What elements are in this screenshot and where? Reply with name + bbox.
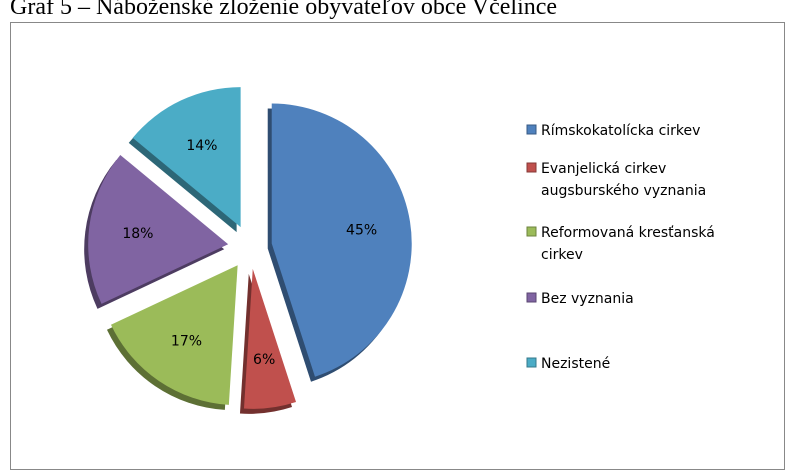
slice	[243, 268, 297, 409]
data-label: 14%	[186, 138, 217, 154]
legend-swatch	[526, 162, 537, 173]
legend-label: Bez vyznania	[541, 291, 634, 307]
data-label: 45%	[346, 222, 377, 238]
slice	[110, 265, 238, 405]
legend-swatch	[526, 292, 537, 303]
data-label: 6%	[253, 352, 275, 368]
legend-swatch	[526, 124, 537, 135]
legend-swatch	[526, 226, 537, 237]
data-label: 18%	[122, 226, 153, 242]
data-label: 17%	[171, 333, 202, 349]
legend-label: Evanjelická cirkev augsburského vyznania	[541, 161, 706, 199]
legend-label: Nezistené	[541, 356, 610, 372]
slice	[271, 103, 412, 377]
legend-label: Rímskokatolícka cirkev	[541, 123, 700, 139]
slice	[132, 87, 241, 228]
slice	[88, 155, 229, 304]
legend-swatch	[526, 357, 537, 368]
legend-label: Reformovaná kresťanská cirkev	[541, 225, 715, 263]
chart-title: Graf 5 – Náboženské zloženie obyvateľov …	[10, 0, 557, 20]
